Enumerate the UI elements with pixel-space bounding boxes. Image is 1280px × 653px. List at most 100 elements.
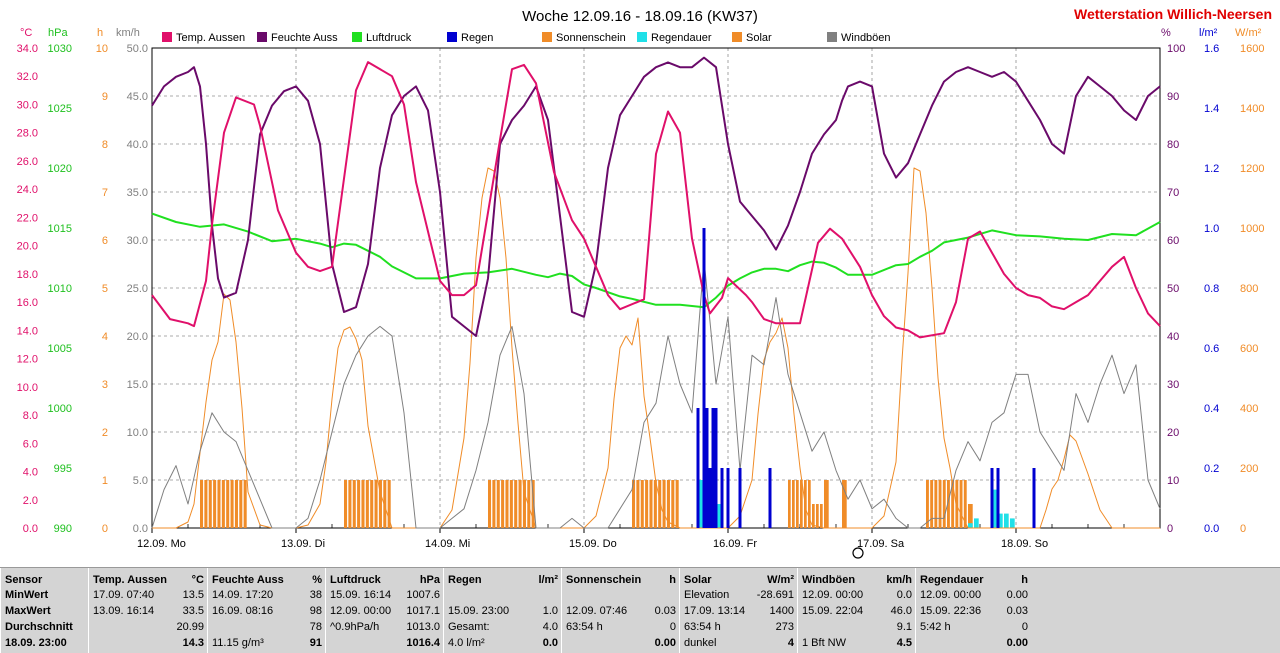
wind-axis-tick: 10.0 [127,427,148,439]
legend-swatch [637,32,647,42]
humidity-axis-tick: 60 [1167,235,1179,247]
legend-label: Solar [746,32,772,44]
pressure-axis-tick: 990 [54,523,72,535]
sunshine-bar [649,480,653,528]
stats-cell-detail: 15.09. 16:14 [330,589,392,601]
stats-cell-detail: 12.09. 00:00 [920,589,982,601]
sunshine-bar [666,480,670,528]
stats-cell-value: 1400 [769,605,794,617]
rain-axis-tick: 0.8 [1204,283,1219,295]
temp-axis-tick: 12.0 [17,354,38,366]
stats-cell-detail: 5:42 h [920,621,951,633]
stats-row: MaxWert [5,604,85,619]
stats-row: Elevation -28.691 [684,588,794,603]
rain-unit-label: l/m² [1199,27,1218,39]
stats-cell-detail: 63:54 h [684,621,721,633]
stats-row: 13.09. 16:14 33.5 [93,604,204,619]
humidity-axis-tick: 50 [1167,283,1179,295]
stats-cell-value: 1007.6 [406,589,440,601]
rain-axis-tick: 0.6 [1204,343,1219,355]
stats-cell-detail: 11.15 g/m³ [212,637,264,649]
stats-cell-detail: 13.09. 16:14 [93,605,155,617]
statistics-table: Sensor MinWert MaxWert Durchschnitt 18.09. 2… [0,567,1280,653]
stats-cell-detail: 15.09. 22:36 [920,605,982,617]
sunshine-bar [387,480,391,528]
stats-header-title: Solar [684,574,712,586]
stats-cell-value: 4.0 [542,621,558,633]
sunshine-series [200,480,973,528]
wind-axis-tick: 20.0 [127,331,148,343]
sunshine-bar [968,504,973,528]
moon-phase-icon [852,547,864,559]
humidity-axis-tick: 0 [1167,523,1173,535]
temp-axis-tick: 8.0 [23,410,38,422]
sunshine-bar [213,480,217,528]
rain-duration-bar [1010,518,1015,528]
stats-row: Gesamt: 4.0 [448,620,558,635]
stats-cell-value: 0.00 [654,637,676,649]
stats-cell-value: 78 [309,621,322,633]
sunshine-bar [226,480,230,528]
sunshine-bar [942,480,946,528]
legend-label: Sonnenschein [556,32,626,44]
rain-axis-tick: 0.0 [1204,523,1219,535]
temp-axis-tick: 6.0 [23,438,38,450]
stats-row-label: MinWert [5,589,49,601]
stats-cell-value: 0.03 [654,605,676,617]
stats-row: 1016.4 [330,636,440,651]
stats-cell-detail: 14.09. 17:20 [212,589,274,601]
rain-duration-bar [992,489,997,528]
rain-bar [738,468,742,528]
stats-row: ^0.9hPa/h 1013.0 [330,620,440,635]
x-axis-tick-label: 16.09. Fr [713,538,757,550]
rain-bar [702,228,706,528]
wind-axis-tick: 50.0 [127,43,148,55]
stats-row: Durchschnitt [5,620,85,635]
stats-cell-detail: 12.09. 00:00 [802,589,864,601]
sunshine-bar [365,480,369,528]
x-axis-tick-label: 18.09. So [1001,538,1048,550]
rain-bar [726,468,730,528]
solar-axis-tick: 1600 [1240,43,1264,55]
humidity-axis-tick: 90 [1167,91,1179,103]
wind-axis-tick: 25.0 [127,283,148,295]
sunshine-bar [496,480,500,528]
stats-cell-detail: 15.09. 23:00 [448,605,510,617]
sunshine-bar [505,480,509,528]
sunshine-bar [820,504,823,528]
stats-row: 15.09. 22:36 0.03 [920,604,1028,619]
stats-header: Sensor [5,573,85,588]
pressure-axis-tick: 1030 [48,43,72,55]
sunshine-bar [792,480,795,528]
rain-axis-tick: 1.2 [1204,163,1219,175]
rain-duration-bar [974,518,979,528]
rain-axis-tick: 1.6 [1204,43,1219,55]
stats-header: Feuchte Auss% [212,573,322,588]
stats-column: Sensor MinWert MaxWert Durchschnitt 18.09. 2… [0,568,89,653]
sunshine-bar [934,480,938,528]
hours-axis-tick: 1 [102,475,108,487]
solar-axis-tick: 400 [1240,403,1258,415]
chart-axes: 0.02.04.06.08.010.012.014.016.018.020.02… [17,43,1265,550]
stats-cell-value: 38 [309,589,322,601]
legend-label: Windböen [841,32,891,44]
stats-cell-detail: Gesamt: [448,621,490,633]
legend-label: Luftdruck [366,32,412,44]
stats-row: 78 [212,620,322,635]
hours-unit-label: h [97,27,103,39]
stats-row: 14.3 [93,636,204,651]
stats-cell-value: 33.5 [182,605,204,617]
legend-label: Regendauer [651,32,712,44]
sunshine-bar [234,480,238,528]
rain-series [696,228,1036,528]
sunshine-bar [518,480,522,528]
stats-cell-value: 4.5 [896,637,912,649]
sunshine-bar [926,480,929,528]
sunshine-bar [217,480,221,528]
sunshine-bar [658,480,662,528]
sunshine-bar [509,480,513,528]
stats-column: Regendauer h 12.09. 00:00 0.00 15.09. 22:36 0… [915,568,1032,653]
temp-axis-tick: 28.0 [17,128,38,140]
legend-swatch [827,32,837,42]
stats-header: Sonnenschein h [566,573,676,588]
